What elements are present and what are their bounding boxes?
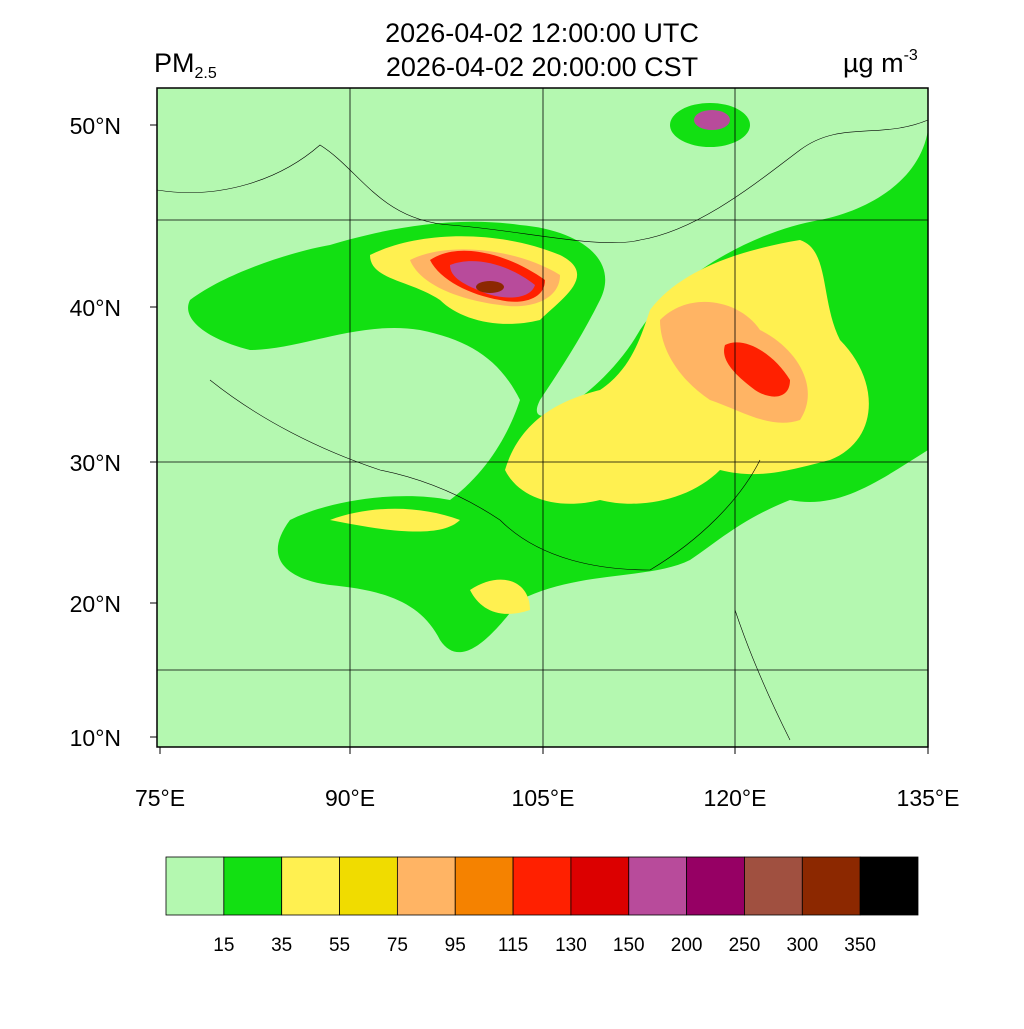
- colorbar-label: 115: [498, 935, 528, 956]
- colorbar-label: 250: [729, 935, 761, 956]
- variable-label: PM2.5: [154, 48, 217, 82]
- lon-label: 135°E: [897, 785, 960, 811]
- colorbar-label: 200: [671, 935, 703, 956]
- colorbar-box: [339, 856, 398, 916]
- colorbar-box: [628, 856, 688, 916]
- border-line: [734, 609, 791, 741]
- borders: [156, 119, 929, 741]
- colorbar-box: [744, 856, 803, 916]
- map-area: [156, 87, 929, 748]
- lon-label: 120°E: [704, 785, 767, 811]
- colorbar-box: [801, 856, 861, 916]
- lon-label: 105°E: [512, 785, 575, 811]
- colorbar-label: 55: [329, 935, 350, 956]
- colorbar-label: 350: [844, 935, 876, 956]
- units-sup: -3: [904, 47, 918, 64]
- colorbar-label: 75: [387, 935, 408, 956]
- colorbar-box: [570, 856, 630, 916]
- colorbar-label: 95: [445, 935, 466, 956]
- lon-label: 90°E: [325, 785, 375, 811]
- colorbar-box: [454, 856, 514, 916]
- border-line: [156, 119, 929, 244]
- concentration-region: [694, 110, 730, 130]
- border-line: [209, 379, 761, 571]
- colorbar-box: [686, 856, 745, 916]
- lat-label: 50°N: [70, 113, 121, 139]
- title-line1: 2026-04-02 12:00:00 UTC: [385, 18, 699, 48]
- colorbar-label: 15: [213, 935, 234, 956]
- colorbar-box: [859, 856, 919, 916]
- variable: PM: [154, 48, 195, 78]
- colorbar-box: [165, 856, 225, 916]
- units: µg m: [843, 48, 904, 78]
- colorbar-label: 35: [271, 935, 292, 956]
- concentration-region: [476, 281, 504, 293]
- colorbar-label: 150: [613, 935, 645, 956]
- colorbar-box: [396, 856, 456, 916]
- units-label: µg m-3: [843, 47, 918, 78]
- lat-label: 40°N: [70, 295, 121, 321]
- variable-sub: 2.5: [195, 65, 217, 82]
- lat-label: 30°N: [70, 450, 121, 476]
- concentration-region: [450, 261, 535, 298]
- colorbar-box: [281, 856, 340, 916]
- colorbar-box: [223, 856, 283, 916]
- title-line2: 2026-04-02 20:00:00 CST: [386, 52, 698, 82]
- lat-label: 20°N: [70, 591, 121, 617]
- colorbar-label: 130: [555, 935, 587, 956]
- lat-label: 10°N: [70, 725, 121, 751]
- lon-label: 75°E: [135, 785, 185, 811]
- colorbar-label: 300: [786, 935, 818, 956]
- graticule: [157, 88, 928, 747]
- colorbar-box: [512, 856, 572, 916]
